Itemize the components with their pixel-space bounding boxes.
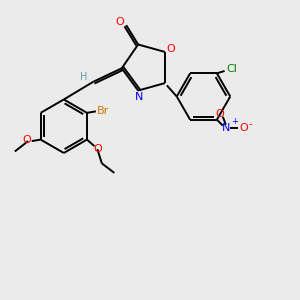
Text: O: O — [239, 123, 248, 133]
Text: O: O — [215, 109, 224, 119]
Text: -: - — [248, 119, 252, 129]
Text: N: N — [222, 123, 231, 133]
Text: Br: Br — [97, 106, 110, 116]
Text: O: O — [167, 44, 175, 54]
Text: O: O — [94, 143, 102, 154]
Text: H: H — [80, 72, 88, 82]
Text: Cl: Cl — [226, 64, 237, 74]
Text: +: + — [231, 117, 238, 126]
Text: O: O — [22, 136, 31, 146]
Text: O: O — [115, 17, 124, 27]
Text: N: N — [134, 92, 143, 102]
